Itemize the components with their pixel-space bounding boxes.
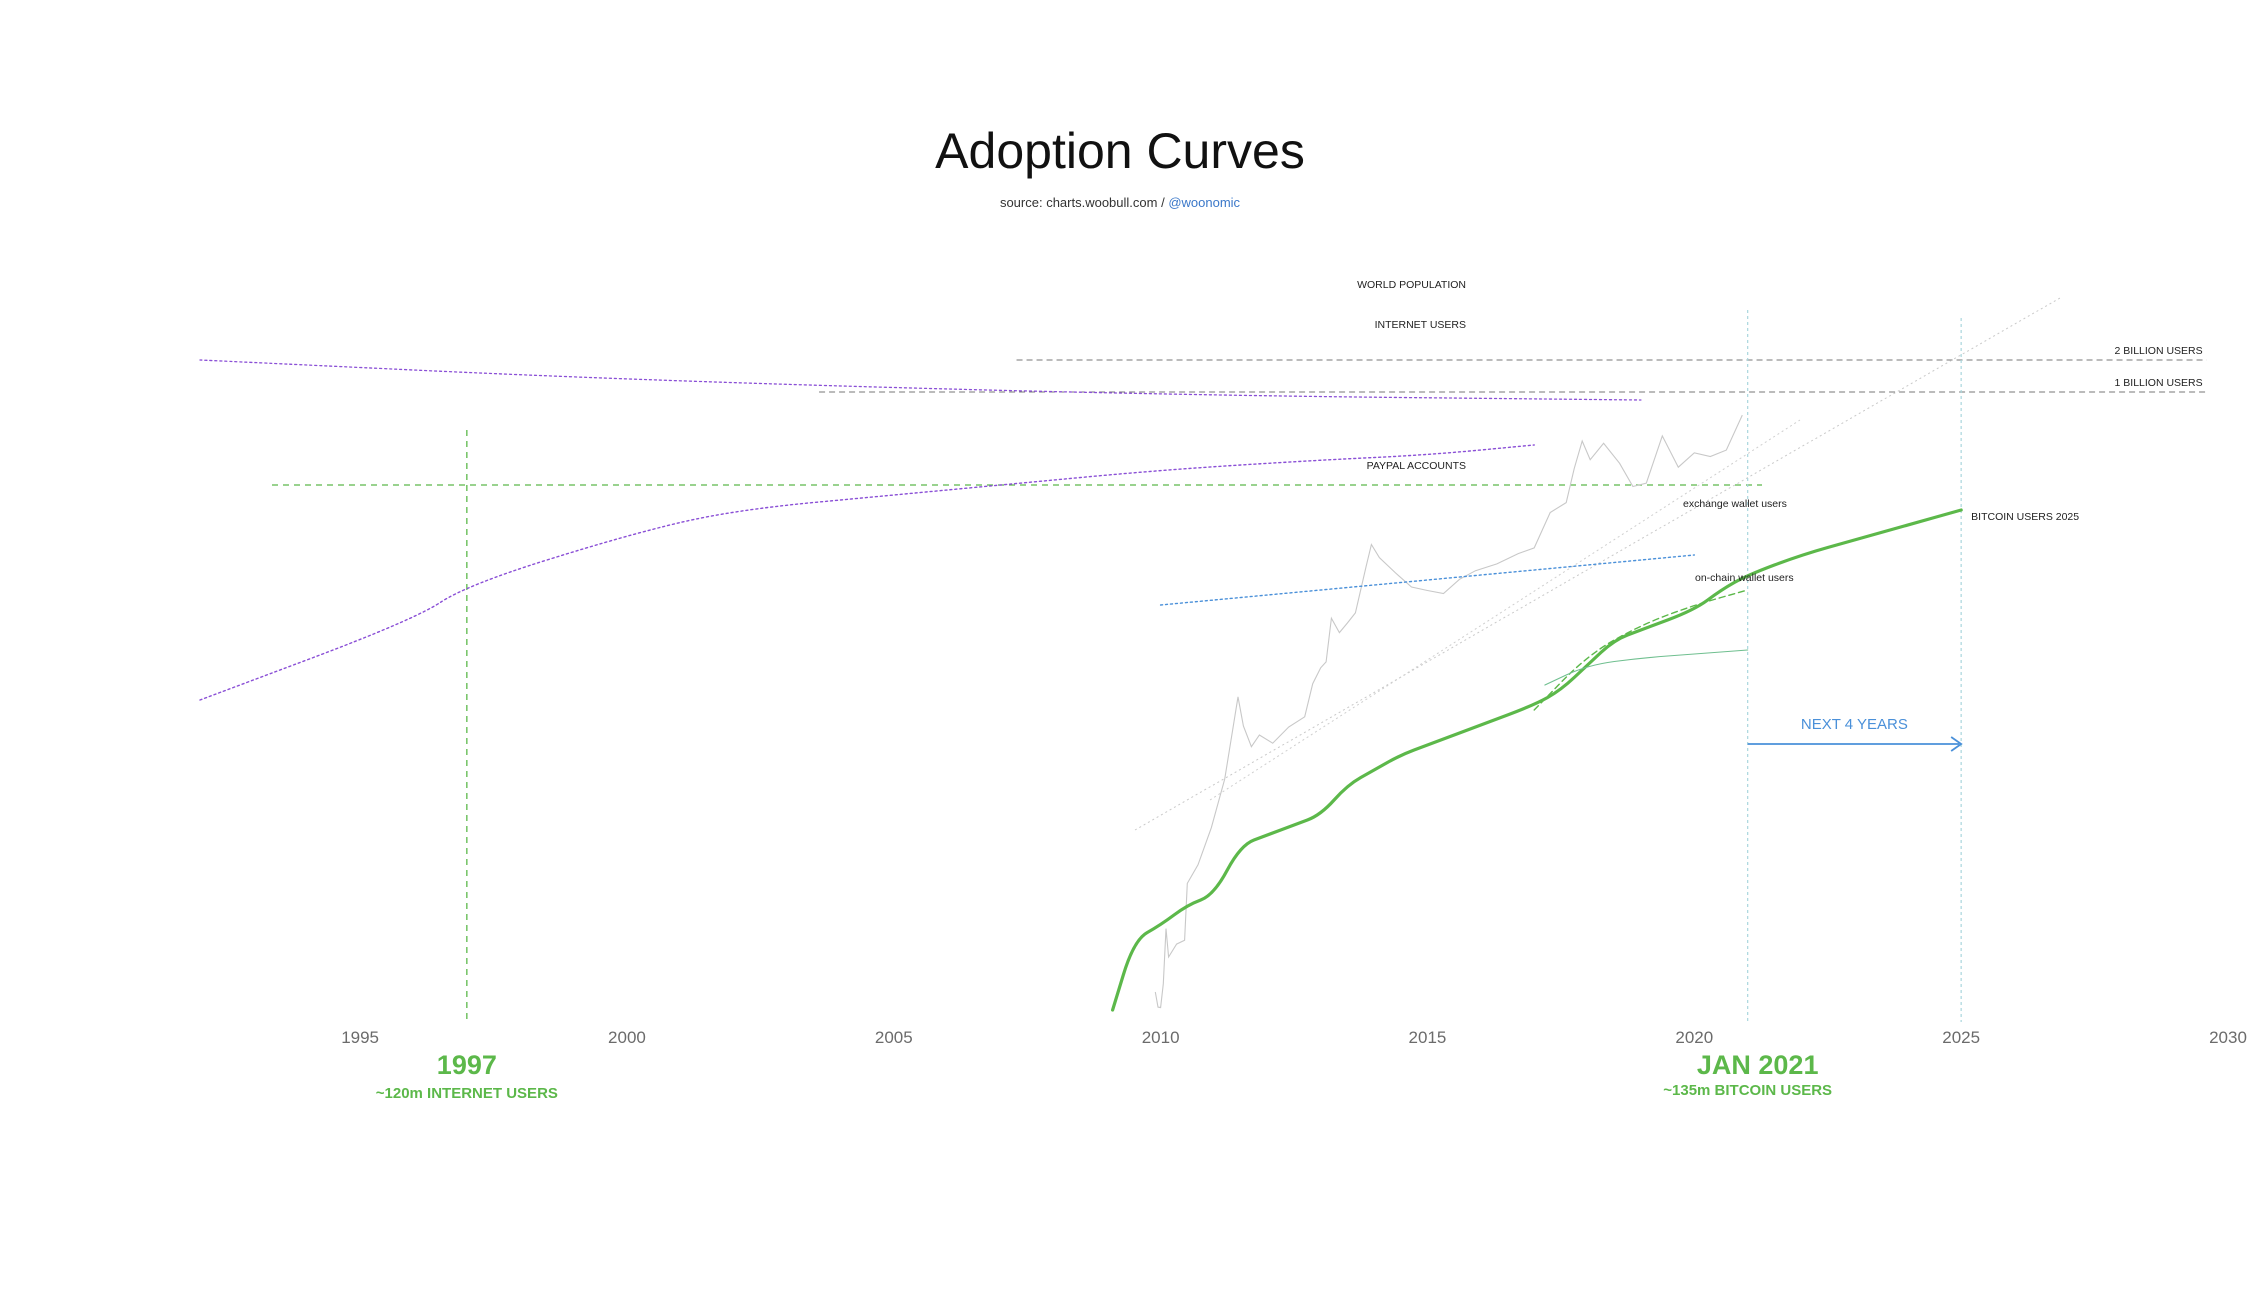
marker-label-1997: 1997 [437, 1050, 497, 1080]
annotation-arrow-head-icon [1950, 736, 1963, 752]
trend-line-inner [1209, 419, 1801, 801]
x-tick-label-2010: 2010 [1142, 1028, 1180, 1047]
source-handle-link[interactable]: @woonomic [1168, 195, 1240, 210]
chart-title: Adoption Curves [935, 123, 1305, 179]
series-line-world-population [199, 359, 1642, 401]
series-labels-layer: 2 BILLION USERS 1 BILLION USERS WORLD POPU… [1357, 279, 2203, 584]
series-label-internet-users: INTERNET USERS [1375, 319, 1466, 331]
x-tick-label-2015: 2015 [1409, 1028, 1447, 1047]
trend-line-outer [1134, 297, 2061, 831]
x-tick-label-2030: 2030 [2209, 1028, 2247, 1047]
series-label-world-population: WORLD POPULATION [1357, 279, 1466, 291]
x-tick-label-2020: 2020 [1675, 1028, 1713, 1047]
x-tick-label-2005: 2005 [875, 1028, 913, 1047]
x-tick-label-1995: 1995 [341, 1028, 379, 1047]
series-label-exchange-wallet-users: exchange wallet users [1683, 498, 1787, 510]
x-axis: 1995 2000 2005 2010 2015 2020 2025 2030 1997 ~120… [341, 1028, 2247, 1102]
series-line-on-chain-wallet-users [1544, 649, 1749, 686]
ref-label-2-billion-users: 2 BILLION USERS [2115, 345, 2203, 357]
annotation-layer: NEXT 4 YEARS [1747, 716, 1963, 752]
ref-label-1-billion-users: 1 BILLION USERS [2115, 377, 2203, 389]
annotation-label: NEXT 4 YEARS [1801, 716, 1908, 733]
series-label-paypal-accounts: PAYPAL ACCOUNTS [1367, 460, 1466, 472]
source-text: source: charts.woobull.com / [1000, 195, 1168, 210]
series-line-bitcoin-users-2025 [1111, 508, 1963, 1012]
chart-source: source: charts.woobull.com / @woonomic [1000, 195, 1241, 210]
series-line-internet-users [199, 444, 1535, 701]
series-label-bitcoin-users-2025: BITCOIN USERS 2025 [1971, 511, 2079, 523]
series-label-on-chain-wallet-users: on-chain wallet users [1695, 572, 1794, 584]
series-layer [199, 359, 1963, 1012]
reference-lines-layer [819, 297, 2207, 831]
x-tick-label-2025: 2025 [1942, 1028, 1980, 1047]
marker-sublabel-1997: ~120m INTERNET USERS [376, 1085, 558, 1102]
price-background-layer [1154, 414, 1743, 1009]
marker-label-jan-2021: JAN 2021 [1697, 1050, 1819, 1080]
x-tick-label-2000: 2000 [608, 1028, 646, 1047]
marker-lines-layer [272, 310, 1962, 1022]
series-line-exchange-wallet-users [1533, 589, 1749, 711]
series-line-paypal-accounts [1159, 554, 1695, 606]
bitcoin-price-line [1154, 414, 1743, 1009]
marker-sublabel-jan-2021: ~135m BITCOIN USERS [1663, 1082, 1832, 1099]
